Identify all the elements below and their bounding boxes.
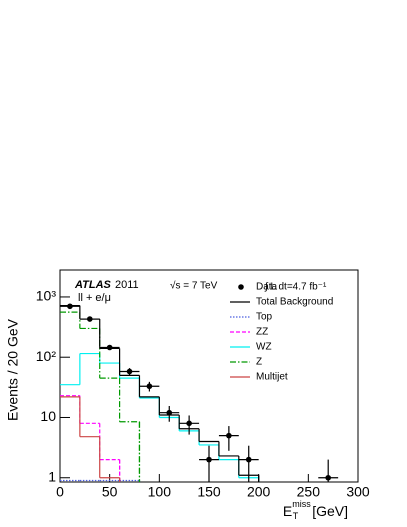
energy-label: √s = 7 TeV bbox=[170, 280, 218, 292]
data-point bbox=[106, 344, 113, 351]
x-tick-label: 200 bbox=[247, 484, 271, 500]
legend-label: Total Background bbox=[256, 297, 333, 308]
legend-label: WZ bbox=[256, 342, 272, 353]
y-tick-label: 1 bbox=[48, 468, 56, 484]
x-tick-label: 100 bbox=[148, 484, 172, 500]
legend-label: Data bbox=[256, 282, 278, 293]
x-label-unit: [GeV] bbox=[312, 503, 348, 519]
data-point bbox=[325, 474, 332, 481]
data-point bbox=[226, 432, 232, 439]
data-point bbox=[245, 456, 252, 463]
y-tick-label: 10³ bbox=[36, 288, 57, 304]
legend-marker bbox=[238, 284, 244, 290]
legend-label: ZZ bbox=[256, 327, 268, 338]
x-tick-label: 0 bbox=[56, 484, 64, 500]
x-tick-label: 50 bbox=[102, 484, 118, 500]
channel-label: ll + e/μ bbox=[78, 292, 111, 304]
x-tick-label: 150 bbox=[197, 484, 221, 500]
y-tick-label: 10 bbox=[40, 408, 56, 424]
data-point bbox=[206, 456, 212, 463]
lumi-label: ∫ L dt=4.7 fb⁻¹ bbox=[264, 282, 327, 293]
y-axis-label: Events / 20 GeV bbox=[5, 318, 21, 421]
x-label-sup: miss bbox=[292, 499, 311, 509]
y-tick-label: 10² bbox=[36, 348, 57, 364]
x-tick-label: 300 bbox=[346, 484, 370, 500]
legend-label: Top bbox=[256, 312, 273, 323]
x-label-main: E bbox=[283, 503, 292, 519]
data-point bbox=[67, 303, 73, 310]
data-point bbox=[126, 368, 133, 375]
data-point bbox=[87, 316, 93, 322]
x-tick-label: 250 bbox=[297, 484, 321, 500]
year-label: 2011 bbox=[115, 279, 139, 291]
experiment-label: ATLAS bbox=[74, 279, 112, 291]
data-point bbox=[146, 383, 153, 390]
legend-label: Z bbox=[256, 357, 262, 368]
data-point bbox=[166, 409, 173, 416]
x-label-sub: T bbox=[293, 511, 299, 521]
legend-label: Multijet bbox=[256, 372, 288, 383]
data-point bbox=[186, 420, 192, 427]
x-axis-label: Emiss T [GeV] bbox=[283, 499, 348, 521]
